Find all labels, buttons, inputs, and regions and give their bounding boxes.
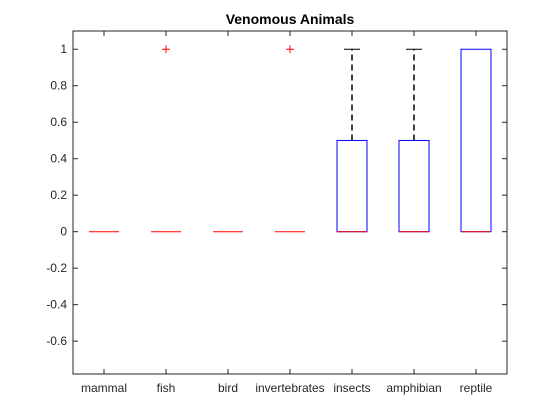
- x-tick-label: mammal: [81, 381, 127, 395]
- x-tick-label: fish: [157, 381, 176, 395]
- y-tick-label: -0.4: [46, 298, 67, 312]
- y-tick-label: -0.6: [46, 334, 67, 348]
- x-tick-label: amphibian: [386, 381, 441, 395]
- y-tick-label: 0.8: [50, 79, 67, 93]
- outlier-invertebrates: [286, 45, 294, 54]
- x-tick-label: invertebrates: [255, 381, 324, 395]
- y-tick-label: 0.4: [50, 152, 67, 166]
- y-tick-label: 0.6: [50, 115, 67, 129]
- plot-area: -0.6 -0.4 -0.2 0 0.2 0.4 0.6 0.8 1 mammal fish bird…: [46, 31, 507, 395]
- x-tick-label: bird: [218, 381, 238, 395]
- chart-title: Venomous Animals: [226, 11, 355, 27]
- y-tick-label: 0: [60, 225, 67, 239]
- y-tick-label: -0.2: [46, 261, 67, 275]
- outlier-fish: [162, 45, 170, 54]
- y-tick-label: 1: [60, 42, 67, 56]
- axes-frame: [72, 30, 508, 375]
- x-tick-label: insects: [333, 381, 370, 395]
- x-tick-label: reptile: [460, 381, 493, 395]
- y-tick-label: 0.2: [50, 188, 67, 202]
